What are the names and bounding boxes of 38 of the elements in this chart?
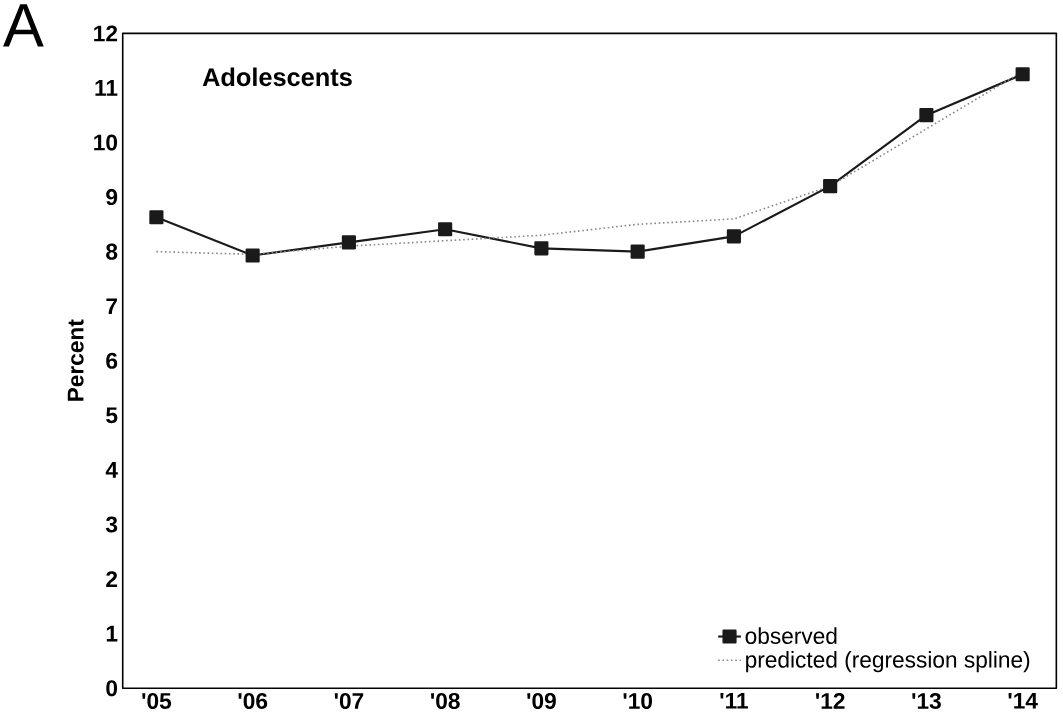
- x-tick-label: '09: [527, 692, 556, 709]
- text: Adolescents: [202, 67, 352, 87]
- point: [341, 235, 356, 250]
- x-tick-label: '06: [238, 692, 268, 709]
- point: [534, 241, 549, 256]
- point: [245, 248, 260, 263]
- y-tick-label: 4: [105, 462, 118, 478]
- point: [149, 210, 164, 225]
- y-tick-label: 12: [94, 25, 118, 42]
- point: [823, 178, 838, 194]
- point: [919, 108, 934, 123]
- y-tick-label: 1: [106, 625, 118, 642]
- y-tick-label: 10: [94, 134, 118, 151]
- y-axis-title: Percent: [67, 319, 84, 401]
- x-tick-label: '08: [431, 692, 460, 709]
- y-tick-label: 0: [106, 680, 118, 697]
- y-tick-label: 8: [106, 243, 118, 260]
- point: [1015, 67, 1030, 82]
- legend-label: observed: [745, 627, 837, 644]
- x-tick-label: '14: [1008, 692, 1038, 709]
- x-tick-label: '07: [334, 692, 364, 709]
- legend-label: predicted (regression spline): [746, 650, 1030, 673]
- x-tick-label: '12: [816, 692, 845, 709]
- text: A: [3, 4, 44, 47]
- x-tick-label: '13: [912, 692, 941, 709]
- y-tick-label: 11: [95, 79, 118, 96]
- y-tick-label: 6: [106, 352, 118, 369]
- x-tick-label: '05: [142, 692, 172, 709]
- point: [726, 229, 741, 244]
- point: [630, 244, 645, 259]
- y-tick-label: 3: [105, 516, 118, 533]
- y-tick-label: 7: [106, 298, 117, 314]
- y-tick-label: 5: [106, 407, 118, 424]
- x-tick-label: '10: [623, 692, 653, 709]
- y-tick-label: 9: [106, 188, 118, 205]
- x-tick-label: '11: [720, 692, 748, 709]
- y-tick-label: 2: [106, 571, 118, 587]
- point: [438, 222, 453, 237]
